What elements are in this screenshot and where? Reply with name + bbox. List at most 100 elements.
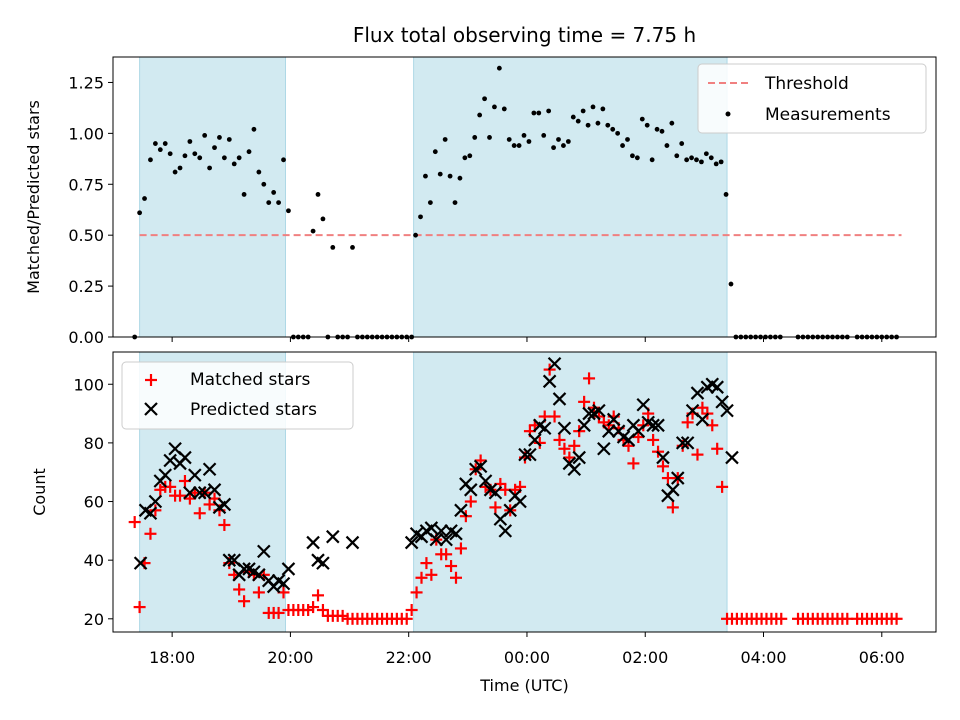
measurement-point <box>276 200 281 206</box>
matched-star-point <box>420 557 433 570</box>
predicted-star-point <box>197 485 212 500</box>
predicted-star-point <box>316 556 330 570</box>
matched-star-point <box>174 489 187 502</box>
measurement-point <box>605 122 611 128</box>
x-tick-label: 20:00 <box>267 648 313 667</box>
predicted-star-point <box>675 436 690 450</box>
measurement-point <box>256 169 262 175</box>
predicted-star-point <box>192 485 207 500</box>
measurement-point <box>432 149 438 155</box>
predicted-star-point <box>449 527 463 541</box>
measurement-point <box>167 151 173 157</box>
measurement-point <box>699 159 704 165</box>
matched-star-point <box>133 601 146 614</box>
measurement-point <box>261 181 267 187</box>
matched-star-point <box>691 448 704 461</box>
measurement-point <box>457 175 463 181</box>
measurement-point <box>703 151 709 157</box>
matched-star-point <box>415 571 428 584</box>
y-tick-label: 80 <box>84 434 104 453</box>
measurement-point <box>639 116 645 122</box>
predicted-star-point <box>163 453 177 468</box>
measurement-point <box>447 173 453 179</box>
matched-star-point <box>410 586 423 599</box>
predicted-star-point <box>523 447 537 462</box>
measurement-point <box>487 135 492 140</box>
matched-star-point <box>272 606 285 619</box>
shaded-region <box>139 56 286 338</box>
measurement-point <box>541 133 547 138</box>
y-tick-label: 0.50 <box>68 226 104 245</box>
predicted-star-point <box>528 433 542 447</box>
matched-star-point <box>558 442 571 455</box>
measurement-point <box>472 135 478 140</box>
measurement-point <box>310 228 316 234</box>
x-tick-label: 18:00 <box>149 648 195 667</box>
measurement-point <box>536 110 542 116</box>
measurement-point <box>217 135 222 140</box>
shaded-region <box>413 56 728 338</box>
matched-star-point <box>445 560 458 573</box>
measurement-point <box>600 106 606 112</box>
measurement-point <box>728 281 734 287</box>
top-panel: 0.00 0.25 0.50 0.75 1.00 1.25 Matched/Predict… <box>24 56 937 347</box>
y-tick-label: 0.25 <box>68 277 104 296</box>
measurement-point <box>546 108 552 114</box>
predicted-star-point <box>473 459 488 474</box>
predicted-star-point <box>710 380 724 394</box>
top-legend: Threshold Measurements <box>697 63 927 134</box>
measurements-series <box>132 65 899 340</box>
y-tick-label: 0.75 <box>68 175 104 194</box>
measurement-point <box>501 106 507 112</box>
predicted-star-point <box>606 412 621 427</box>
predicted-star-point <box>577 418 591 433</box>
measurement-point <box>610 126 616 132</box>
measurement-point <box>137 210 143 216</box>
matched-star-point <box>533 436 546 449</box>
measurement-point <box>713 161 719 167</box>
measurement-point <box>654 126 660 132</box>
chart-title: Flux total observing time = 7.75 h <box>353 23 696 47</box>
measurement-point <box>585 122 591 128</box>
measurement-point <box>427 200 433 206</box>
measurement-point <box>152 141 158 146</box>
x-tick-label: 04:00 <box>740 648 786 667</box>
predicted-star-point <box>202 462 217 477</box>
measurement-point <box>718 159 724 165</box>
predicted-star-point <box>670 471 685 485</box>
measurement-point <box>142 196 147 201</box>
predicted-stars-legend-label: Predicted stars <box>190 400 317 420</box>
measurement-point <box>418 214 423 220</box>
predicted-star-point <box>518 447 532 462</box>
measurement-point <box>241 192 247 197</box>
predicted-star-point <box>424 521 439 535</box>
predicted-star-point <box>404 535 419 550</box>
measurement-point <box>506 137 512 142</box>
predicted-star-point <box>252 568 266 582</box>
matched-star-point <box>627 457 640 470</box>
predicted-star-point <box>478 474 493 488</box>
measurement-point <box>266 200 272 206</box>
matched-star-point <box>553 433 566 446</box>
y-tick-label: 60 <box>84 493 104 512</box>
measurement-point <box>423 173 428 179</box>
predicted-star-point <box>276 576 291 591</box>
predicted-star-point <box>217 497 232 512</box>
predicted-star-point <box>572 450 586 465</box>
matched-star-point <box>307 601 320 614</box>
threshold-legend-label: Threshold <box>764 74 849 94</box>
measurement-point <box>437 171 443 177</box>
measurement-point <box>197 155 203 161</box>
measurements-legend-swatch <box>725 111 731 117</box>
measurement-point <box>202 133 208 138</box>
measurement-point <box>231 161 237 167</box>
measurement-point <box>630 153 635 159</box>
matched-star-point <box>454 542 467 555</box>
x-tick-label: 22:00 <box>386 648 432 667</box>
predicted-star-point <box>636 397 651 412</box>
top-shaded-regions <box>139 56 728 338</box>
measurement-point <box>286 208 291 214</box>
measurement-point <box>187 139 193 144</box>
bottom-y-axis-label: Count <box>30 468 49 516</box>
